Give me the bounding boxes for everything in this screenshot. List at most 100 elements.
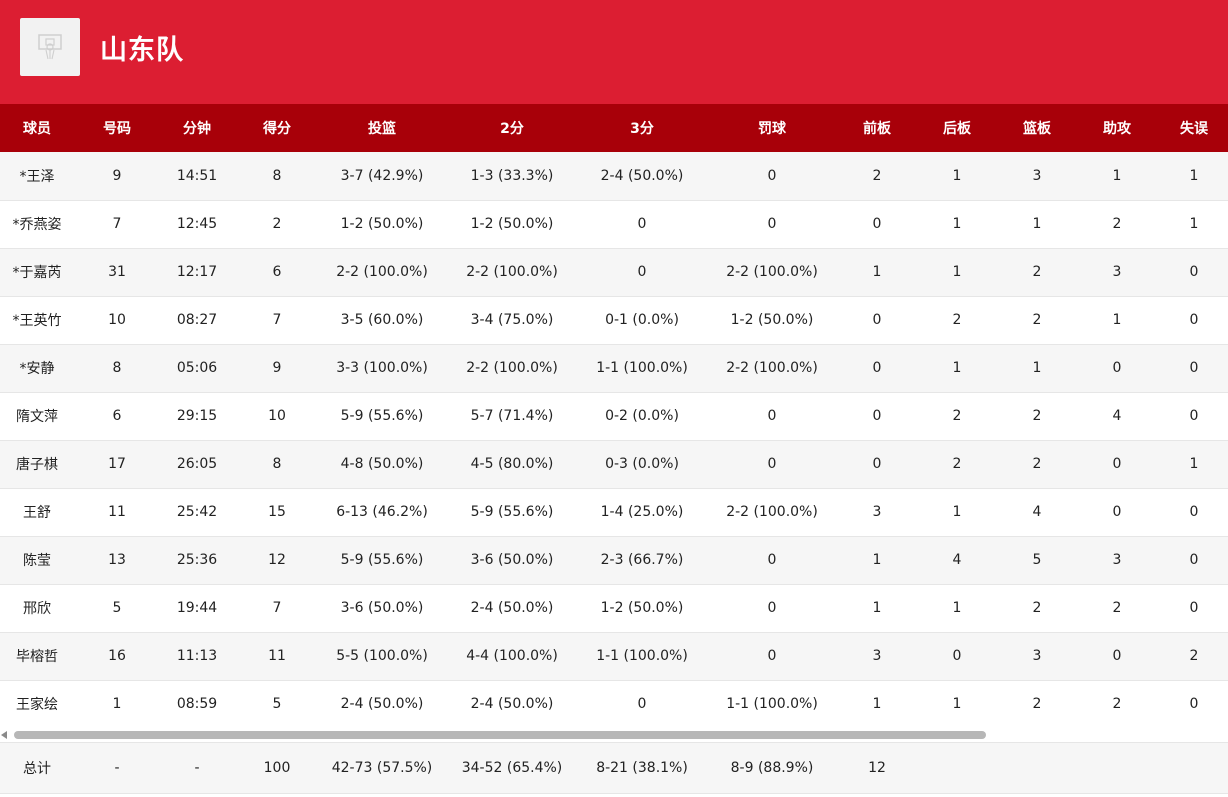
stat-cell: 0 — [767, 216, 777, 232]
stat-cell: 26:05 — [176, 456, 218, 472]
table-row: 隋文萍 6 29:15 10 5-9 (55.6%) 5-7 (71.4%) 0-2 (0.… — [0, 392, 1228, 440]
table-row: 邢欣 5 19:44 7 3-6 (50.0%) 2-4 (50.0%) 1-2 (50.0… — [0, 584, 1228, 632]
player-name: 邢欣 — [23, 601, 51, 617]
stat-cell: 0 — [1189, 264, 1199, 280]
stat-cell: 5-9 (55.6%) — [340, 552, 424, 568]
stat-cell: 2 — [272, 216, 282, 232]
stat-cell: 0 — [1189, 312, 1199, 328]
stat-cell: 1-2 (50.0%) — [600, 600, 684, 616]
stat-cell: 3-6 (50.0%) — [340, 600, 424, 616]
scrollbar-thumb[interactable] — [14, 731, 986, 739]
stat-cell: 1 — [952, 360, 962, 376]
stat-cell: 4 — [1112, 408, 1122, 424]
stat-cell: 3 — [872, 504, 882, 520]
horizontal-scrollbar[interactable] — [0, 728, 1228, 742]
stat-cell: 12:17 — [176, 264, 218, 280]
stat-cell: 12 — [268, 552, 286, 568]
player-name: 陈莹 — [23, 553, 51, 569]
table-row: *安静 8 05:06 9 3-3 (100.0%) 2-2 (100.0%) 1-1 (1… — [0, 344, 1228, 392]
stat-cell: 0 — [767, 600, 777, 616]
stat-cell: 1 — [952, 504, 962, 520]
stat-cell: 5-9 (55.6%) — [340, 408, 424, 424]
table-row: *王英竹 10 08:27 7 3-5 (60.0%) 3-4 (75.0%) 0-1 (0… — [0, 296, 1228, 344]
stat-cell: 11 — [268, 648, 286, 664]
stat-cell: 0 — [1189, 360, 1199, 376]
stat-cell: 3 — [1032, 648, 1042, 664]
stat-cell: 10 — [108, 312, 126, 328]
stat-cell: 2-2 (100.0%) — [466, 264, 558, 280]
player-name: *乔燕姿 — [12, 217, 62, 233]
stat-cell: 2 — [1112, 600, 1122, 616]
stat-cell: 5 — [1032, 552, 1042, 568]
stat-cell: 25:42 — [176, 504, 218, 520]
stat-cell: 0 — [1112, 456, 1122, 472]
stat-cell: 2 — [952, 408, 962, 424]
stat-cell: 0 — [1189, 696, 1199, 712]
stat-cell: 0 — [872, 216, 882, 232]
stat-cell: 9 — [272, 360, 282, 376]
stat-cell: 1-4 (25.0%) — [600, 504, 684, 520]
stat-cell: 13 — [108, 552, 126, 568]
totals-cell: 8-9 (88.9%) — [730, 759, 814, 776]
stat-cell: 2-4 (50.0%) — [470, 696, 554, 712]
stat-cell: 2 — [1032, 456, 1042, 472]
stat-cell: 16 — [108, 648, 126, 664]
stat-cell: 1-1 (100.0%) — [726, 696, 818, 712]
table-row: *乔燕姿 7 12:45 2 1-2 (50.0%) 1-2 (50.0%) 0 0 0 1 1 2 1 — [0, 200, 1228, 248]
totals-cell: - — [114, 759, 120, 776]
stat-cell: 2-3 (66.7%) — [600, 552, 684, 568]
chevron-left-icon[interactable] — [1, 731, 7, 739]
stat-cell: 6-13 (46.2%) — [336, 504, 428, 520]
stat-cell: 2-2 (100.0%) — [726, 360, 818, 376]
column-header: 3分 — [630, 121, 654, 137]
stat-cell: 2-4 (50.0%) — [470, 600, 554, 616]
stat-cell: 1-1 (100.0%) — [596, 648, 688, 664]
stat-cell: 2 — [1189, 648, 1199, 664]
stat-cell: 6 — [272, 264, 282, 280]
team-header: 山东队 — [0, 0, 1228, 104]
stat-cell: 4-4 (100.0%) — [466, 648, 558, 664]
stat-cell: 8 — [112, 360, 122, 376]
totals-cell: 100 — [263, 759, 291, 776]
column-header: 失误 — [1180, 121, 1208, 137]
stat-cell: 2 — [1032, 312, 1042, 328]
stat-cell: 17 — [108, 456, 126, 472]
stat-cell: 3 — [1032, 167, 1042, 184]
stat-cell: 2 — [1032, 408, 1042, 424]
stat-cell: 1 — [872, 264, 882, 280]
table-row: *于嘉芮 31 12:17 6 2-2 (100.0%) 2-2 (100.0%) 0 2-2… — [0, 248, 1228, 296]
stat-cell: 31 — [108, 264, 126, 280]
player-name: 王舒 — [23, 505, 51, 521]
stat-cell: 3 — [1112, 264, 1122, 280]
totals-row: 总计 - - 100 42-73 (57.5%) 34-52 (65.4%) 8-21 (3… — [0, 742, 1228, 793]
stat-cell: 4-8 (50.0%) — [340, 456, 424, 472]
stat-cell: 5-9 (55.6%) — [470, 504, 554, 520]
stat-cell: 0 — [767, 456, 777, 472]
stat-cell: 0 — [1112, 360, 1122, 376]
stat-cell: 11 — [108, 504, 126, 520]
stat-cell: 0 — [1189, 600, 1199, 616]
stat-cell: 1 — [872, 600, 882, 616]
stat-cell: 0 — [872, 312, 882, 328]
stat-cell: 4 — [952, 552, 962, 568]
stat-cell: 2 — [952, 312, 962, 328]
player-name: 毕榕哲 — [16, 649, 58, 665]
stat-cell: 3-3 (100.0%) — [336, 360, 428, 376]
stat-cell: 1-2 (50.0%) — [730, 312, 814, 328]
stat-cell: 4 — [1032, 504, 1042, 520]
column-header: 投篮 — [368, 121, 396, 137]
stat-cell: 0-3 (0.0%) — [605, 456, 679, 472]
stat-cell: 29:15 — [176, 408, 218, 424]
stat-cell: 0 — [1112, 648, 1122, 664]
stat-cell: 0 — [767, 167, 777, 184]
column-header: 得分 — [263, 121, 291, 137]
stat-cell: 2 — [872, 167, 882, 184]
team-name: 山东队 — [100, 35, 184, 66]
box-score-table: 球员 号码 分钟 得分 投篮 2分 3分 罚球 前板 后板 篮板 助攻 失误 *王泽 9 14:51 8 3-7… — [0, 104, 1228, 797]
totals-cell — [1074, 743, 1160, 793]
stat-cell: 1 — [952, 600, 962, 616]
stat-cell: 0 — [1189, 504, 1199, 520]
stat-cell: 0-2 (0.0%) — [605, 408, 679, 424]
totals-label: 总计 — [23, 760, 51, 777]
stat-cell: 2-2 (100.0%) — [336, 264, 428, 280]
